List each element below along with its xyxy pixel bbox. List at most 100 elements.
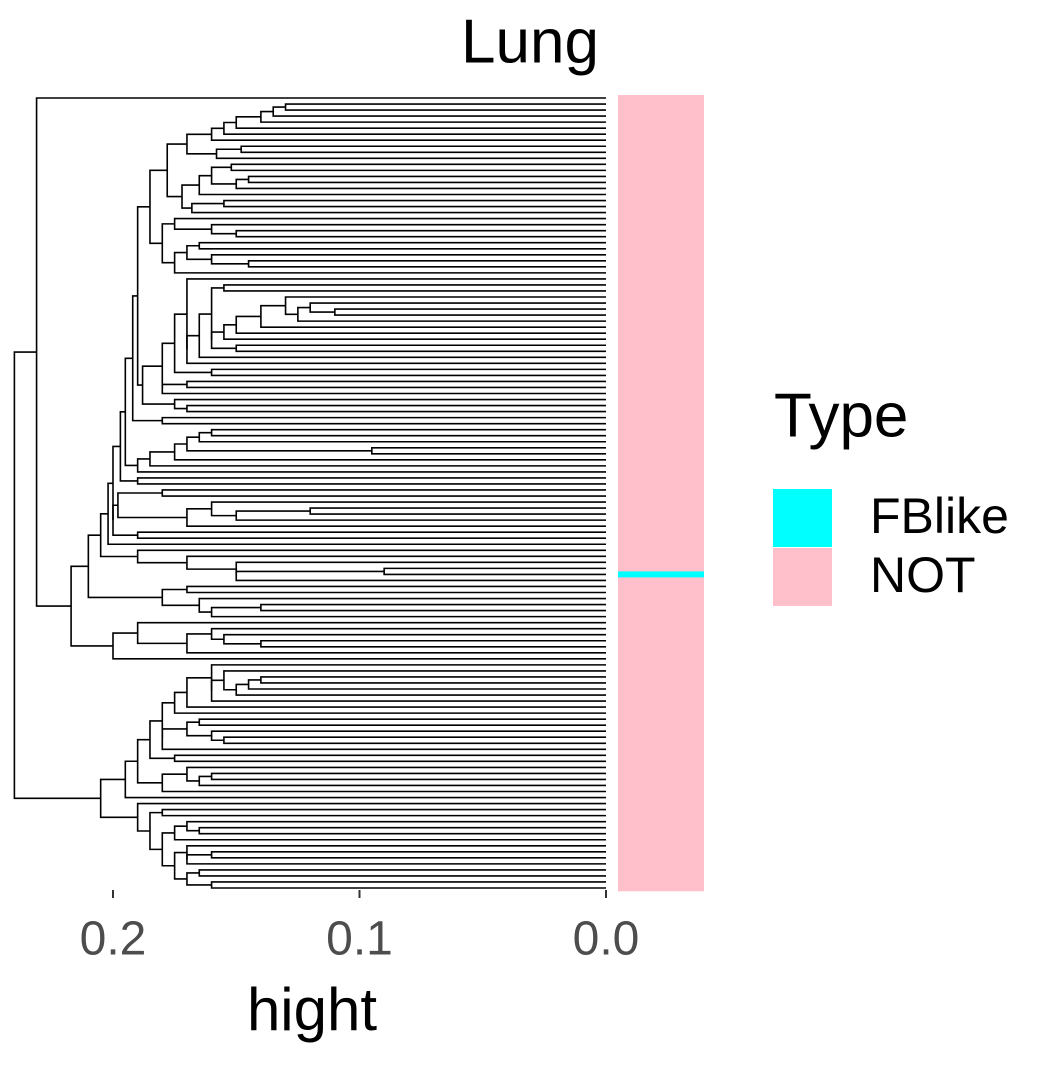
annotation-cell: [618, 396, 704, 403]
annotation-cell: [618, 541, 704, 548]
annotation-cell: [618, 312, 704, 319]
annotation-cell: [618, 131, 704, 138]
annotation-cell: [618, 384, 704, 391]
annotation-cell: [618, 137, 704, 144]
annotation-cell: [618, 571, 704, 578]
annotation-cell: [618, 330, 704, 337]
annotation-cell: [618, 499, 704, 506]
annotation-cell: [618, 872, 704, 880]
annotation-cell: [618, 287, 704, 295]
annotation-cell: [618, 854, 704, 862]
dendrogram-branch: [223, 633, 606, 645]
dendrogram-branch: [124, 760, 606, 799]
annotation-cell: [618, 348, 704, 355]
annotation-cell: [618, 480, 704, 488]
annotation-cell: [618, 649, 704, 657]
annotation-cell: [618, 517, 704, 524]
dendrogram-branch: [186, 334, 606, 365]
dendrogram-branch: [149, 169, 168, 245]
dendrogram-branch: [198, 597, 606, 613]
annotation-cell: [618, 354, 704, 361]
annotation-cell: [618, 607, 704, 614]
annotation-cell: [618, 806, 704, 813]
annotation-cell: [618, 426, 704, 433]
annotation-cell: [618, 788, 704, 795]
annotation-cell: [618, 119, 704, 126]
annotation-cell: [618, 679, 704, 687]
dendrogram-branch: [117, 492, 187, 519]
dendrogram-branch: [186, 872, 212, 886]
annotation-cell: [618, 438, 704, 446]
dendrogram-branch: [235, 116, 606, 129]
annotation-cell: [618, 486, 704, 494]
dendrogram-branch: [260, 639, 606, 648]
dendrogram-branch: [112, 504, 138, 537]
annotation-cell: [618, 716, 704, 723]
annotation-cell: [618, 637, 704, 645]
annotation-cell: [618, 161, 704, 168]
annotation-cell: [618, 306, 704, 313]
dendrogram-branch: [309, 507, 606, 515]
dendrogram-branch: [173, 754, 606, 763]
chart-title: Lung: [461, 7, 599, 76]
annotation-cell: [618, 167, 704, 174]
annotation-cell: [618, 294, 704, 301]
annotation-cell: [618, 752, 704, 759]
annotation-cell: [618, 734, 704, 741]
annotation-cell: [618, 408, 704, 415]
dendrogram-branch: [235, 561, 606, 576]
dendrogram-branch: [235, 344, 606, 353]
annotation-cell: [618, 245, 704, 253]
annotation-cell: [618, 673, 704, 681]
annotation-cell: [618, 402, 704, 409]
dendrogram-branch: [210, 851, 606, 859]
dendrogram-branch: [223, 324, 606, 341]
dendrogram-branch: [210, 664, 606, 691]
annotation-cell: [618, 511, 704, 518]
dendrogram-branch: [136, 802, 606, 832]
annotation-cell: [618, 324, 704, 331]
dendrogram-branch: [371, 446, 606, 455]
annotation-cell: [618, 179, 704, 186]
dendrogram-branch: [161, 383, 606, 395]
annotation-cell: [618, 239, 704, 247]
annotation-cell: [618, 318, 704, 325]
dendrogram-branch: [186, 844, 606, 860]
dendrogram-branch: [173, 443, 606, 461]
dendrogram-branch: [215, 148, 606, 160]
dendrogram-branch: [223, 199, 606, 208]
dendrogram-branch: [149, 811, 163, 851]
dendrogram-branch: [119, 411, 138, 482]
annotation-cell: [618, 878, 704, 886]
dendrogram-branch: [223, 121, 606, 135]
annotation-cell: [618, 698, 704, 705]
annotation-cell: [618, 565, 704, 572]
dendrogram-branch: [186, 508, 606, 527]
annotation-cell: [618, 257, 704, 265]
dendrogram-branch: [186, 436, 372, 452]
dendrogram-branch: [191, 202, 606, 214]
dendrogram-branch: [186, 278, 606, 350]
dendrogram-branch: [99, 778, 138, 819]
dendrogram-branch: [198, 869, 606, 877]
legend-key: [773, 548, 832, 606]
dendrogram-branch: [186, 585, 606, 594]
dendrogram-branch: [136, 205, 150, 386]
annotation-cell: [618, 710, 704, 717]
annotation-cell: [618, 782, 704, 789]
annotation-cell: [618, 740, 704, 747]
dendrogram-branch: [210, 428, 606, 437]
legend-label: NOT: [870, 547, 976, 603]
dendrogram-branch: [210, 127, 606, 142]
annotation-cell: [618, 625, 704, 632]
annotation-cell: [618, 812, 704, 819]
annotation-cell: [618, 474, 704, 482]
dendrogram-branch: [87, 534, 163, 599]
dendrogram-branch: [198, 313, 606, 359]
annotation-cell: [618, 559, 704, 566]
annotation-cell: [618, 468, 704, 476]
dendrogram-branch: [173, 851, 187, 880]
annotation-cell: [618, 746, 704, 753]
dendrogram-branch: [13, 351, 101, 800]
